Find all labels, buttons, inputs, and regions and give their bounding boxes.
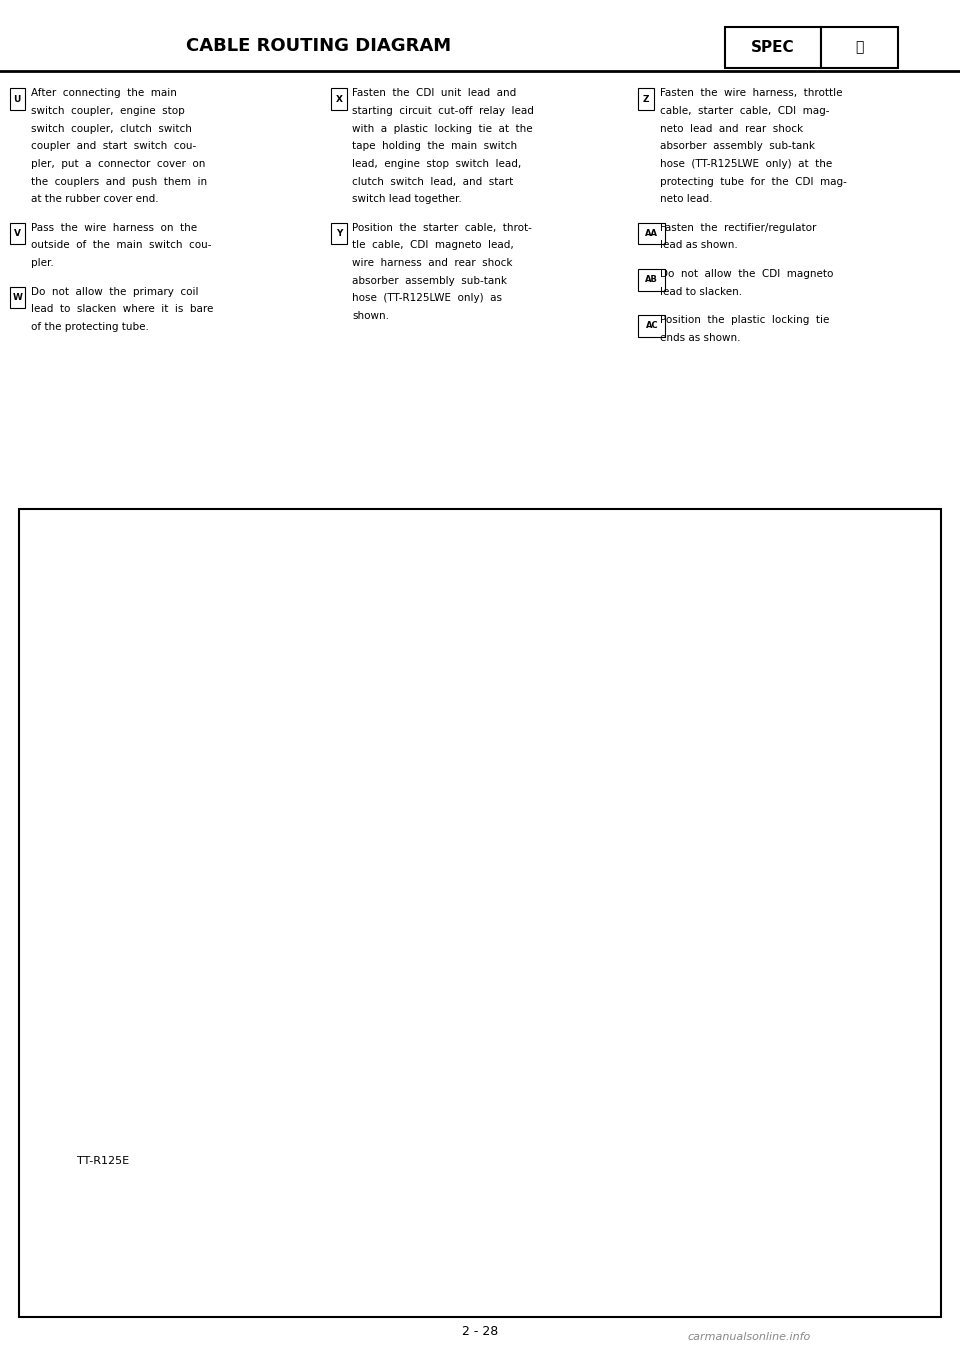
Text: starting  circuit  cut-off  relay  lead: starting circuit cut-off relay lead	[352, 106, 534, 115]
Text: Fasten  the  wire  harness,  throttle: Fasten the wire harness, throttle	[660, 88, 842, 98]
Text: hose  (TT-R125LWE  only)  at  the: hose (TT-R125LWE only) at the	[660, 159, 831, 168]
Text: AB: AB	[645, 276, 659, 284]
Text: protecting  tube  for  the  CDI  mag-: protecting tube for the CDI mag-	[660, 177, 847, 186]
Text: Z: Z	[643, 95, 649, 103]
Text: lead  to  slacken  where  it  is  bare: lead to slacken where it is bare	[31, 304, 213, 314]
Text: pler,  put  a  connector  cover  on: pler, put a connector cover on	[31, 159, 205, 168]
Text: neto  lead  and  rear  shock: neto lead and rear shock	[660, 124, 803, 133]
Text: absorber  assembly  sub-tank: absorber assembly sub-tank	[660, 141, 814, 151]
FancyBboxPatch shape	[638, 269, 665, 291]
Text: carmanualsonline.info: carmanualsonline.info	[687, 1332, 810, 1342]
Text: Position  the  plastic  locking  tie: Position the plastic locking tie	[660, 315, 828, 325]
Text: 2 - 28: 2 - 28	[462, 1324, 498, 1338]
Text: SPEC: SPEC	[751, 39, 795, 56]
Text: at the rubber cover end.: at the rubber cover end.	[31, 194, 158, 204]
Text: X: X	[335, 95, 343, 103]
Text: Pass  the  wire  harness  on  the: Pass the wire harness on the	[31, 223, 197, 232]
Text: Fasten  the  rectifier/regulator: Fasten the rectifier/regulator	[660, 223, 816, 232]
Text: coupler  and  start  switch  cou-: coupler and start switch cou-	[31, 141, 196, 151]
Text: of the protecting tube.: of the protecting tube.	[31, 322, 149, 331]
FancyBboxPatch shape	[10, 287, 25, 308]
Text: switch  coupler,  engine  stop: switch coupler, engine stop	[31, 106, 184, 115]
Text: Do  not  allow  the  primary  coil: Do not allow the primary coil	[31, 287, 198, 296]
Text: ends as shown.: ends as shown.	[660, 333, 740, 342]
Text: neto lead.: neto lead.	[660, 194, 712, 204]
Text: ⚿: ⚿	[855, 41, 863, 54]
Text: U: U	[13, 95, 21, 103]
Text: tape  holding  the  main  switch: tape holding the main switch	[352, 141, 517, 151]
Text: pler.: pler.	[31, 258, 54, 268]
Text: wire  harness  and  rear  shock: wire harness and rear shock	[352, 258, 513, 268]
Text: shown.: shown.	[352, 311, 390, 320]
Text: V: V	[13, 230, 21, 238]
Text: cable,  starter  cable,  CDI  mag-: cable, starter cable, CDI mag-	[660, 106, 829, 115]
Text: absorber  assembly  sub-tank: absorber assembly sub-tank	[352, 276, 507, 285]
Text: CABLE ROUTING DIAGRAM: CABLE ROUTING DIAGRAM	[186, 37, 451, 56]
FancyBboxPatch shape	[638, 88, 654, 110]
Text: clutch  switch  lead,  and  start: clutch switch lead, and start	[352, 177, 514, 186]
Text: lead,  engine  stop  switch  lead,: lead, engine stop switch lead,	[352, 159, 521, 168]
Text: Do  not  allow  the  CDI  magneto: Do not allow the CDI magneto	[660, 269, 833, 278]
Text: Fasten  the  CDI  unit  lead  and: Fasten the CDI unit lead and	[352, 88, 516, 98]
Text: lead to slacken.: lead to slacken.	[660, 287, 742, 296]
FancyBboxPatch shape	[821, 27, 898, 68]
FancyBboxPatch shape	[10, 223, 25, 244]
Text: hose  (TT-R125LWE  only)  as: hose (TT-R125LWE only) as	[352, 293, 502, 303]
Text: lead as shown.: lead as shown.	[660, 240, 737, 250]
Text: tle  cable,  CDI  magneto  lead,: tle cable, CDI magneto lead,	[352, 240, 514, 250]
FancyBboxPatch shape	[638, 315, 665, 337]
Text: W: W	[12, 293, 22, 301]
Text: with  a  plastic  locking  tie  at  the: with a plastic locking tie at the	[352, 124, 533, 133]
FancyBboxPatch shape	[725, 27, 821, 68]
Text: Y: Y	[336, 230, 342, 238]
FancyBboxPatch shape	[638, 223, 665, 244]
Text: outside  of  the  main  switch  cou-: outside of the main switch cou-	[31, 240, 211, 250]
Text: the  couplers  and  push  them  in: the couplers and push them in	[31, 177, 206, 186]
Text: Position  the  starter  cable,  throt-: Position the starter cable, throt-	[352, 223, 532, 232]
Text: AA: AA	[645, 230, 659, 238]
Text: After  connecting  the  main: After connecting the main	[31, 88, 177, 98]
FancyBboxPatch shape	[10, 88, 25, 110]
FancyBboxPatch shape	[331, 223, 347, 244]
FancyBboxPatch shape	[331, 88, 347, 110]
Text: AC: AC	[645, 322, 659, 330]
Text: switch lead together.: switch lead together.	[352, 194, 462, 204]
FancyBboxPatch shape	[19, 509, 941, 1317]
Text: switch  coupler,  clutch  switch: switch coupler, clutch switch	[31, 124, 192, 133]
Text: TT-R125E: TT-R125E	[77, 1156, 129, 1167]
